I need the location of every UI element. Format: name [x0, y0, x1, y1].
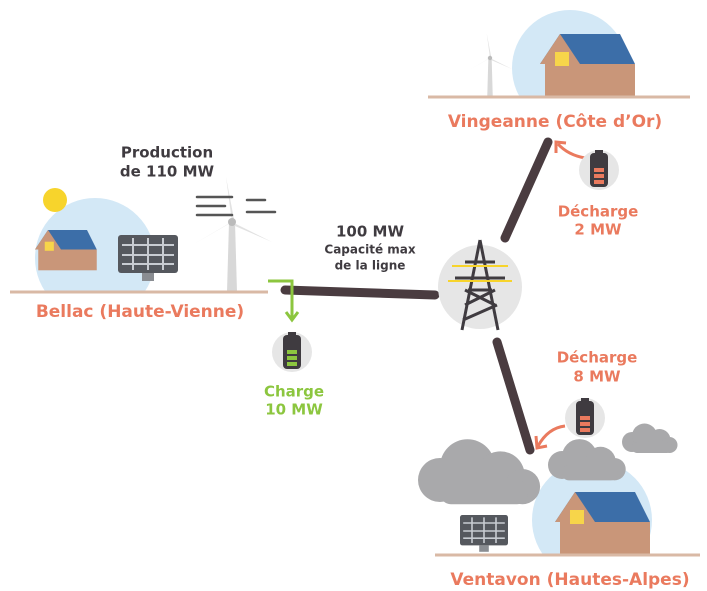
charge-battery-part [287, 350, 297, 354]
charge-battery-part [287, 356, 297, 360]
discharge-battery-part [580, 416, 590, 420]
line-caption: de la ligne [335, 259, 406, 273]
bellac-scene-part [35, 230, 97, 270]
battery-label: Décharge [558, 203, 639, 221]
battery-value: 2 MW [574, 221, 622, 239]
power-lines-part [505, 142, 548, 238]
ventavon-scene [418, 424, 700, 581]
ventavon-scene-part [548, 439, 626, 480]
vingeanne-scene [428, 10, 690, 126]
power-lines-part [497, 342, 530, 450]
node-label: Vingeanne (Côte d’Or) [448, 112, 662, 132]
discharge-battery-part [594, 174, 604, 178]
discharge-battery-part [538, 426, 565, 446]
battery-value: 10 MW [265, 401, 323, 419]
power-lines-part [285, 290, 435, 295]
charge-battery-part [287, 362, 297, 366]
ventavon-scene-part [555, 492, 650, 554]
ventavon-scene-part [418, 439, 540, 504]
diagram: Production de 110 MW Bellac (Haute-Vienn… [0, 0, 707, 591]
bellac-scene [10, 177, 275, 318]
battery-label: Charge [264, 383, 324, 401]
discharge-battery-part [580, 428, 590, 432]
bellac-scene-part [197, 197, 275, 215]
line-value: 100 MW [336, 223, 404, 241]
discharge-battery-part [594, 168, 604, 172]
production-text: de 110 MW [120, 163, 215, 181]
node-label: Bellac (Haute-Vienne) [36, 302, 244, 322]
discharge-battery-part [558, 144, 585, 158]
bellac-scene-part [194, 177, 272, 292]
pylon-part [438, 245, 522, 329]
pylon [438, 240, 522, 330]
ventavon-scene-part [460, 515, 508, 552]
ventavon-scene-part [622, 424, 678, 454]
battery-label: Décharge [557, 349, 638, 367]
vingeanne-scene-part [540, 34, 635, 96]
discharge-battery-part [580, 422, 590, 426]
vingeanne-scene-part [469, 33, 512, 96]
node-label: Ventavon (Hautes-Alpes) [450, 570, 689, 590]
discharge-battery [536, 398, 605, 448]
discharge-battery-part [594, 180, 604, 184]
bellac-scene-part [43, 188, 67, 212]
production-text: Production [121, 144, 213, 162]
line-caption: Capacité max [324, 243, 415, 257]
discharge-battery [556, 142, 619, 190]
battery-value: 8 MW [573, 368, 621, 386]
